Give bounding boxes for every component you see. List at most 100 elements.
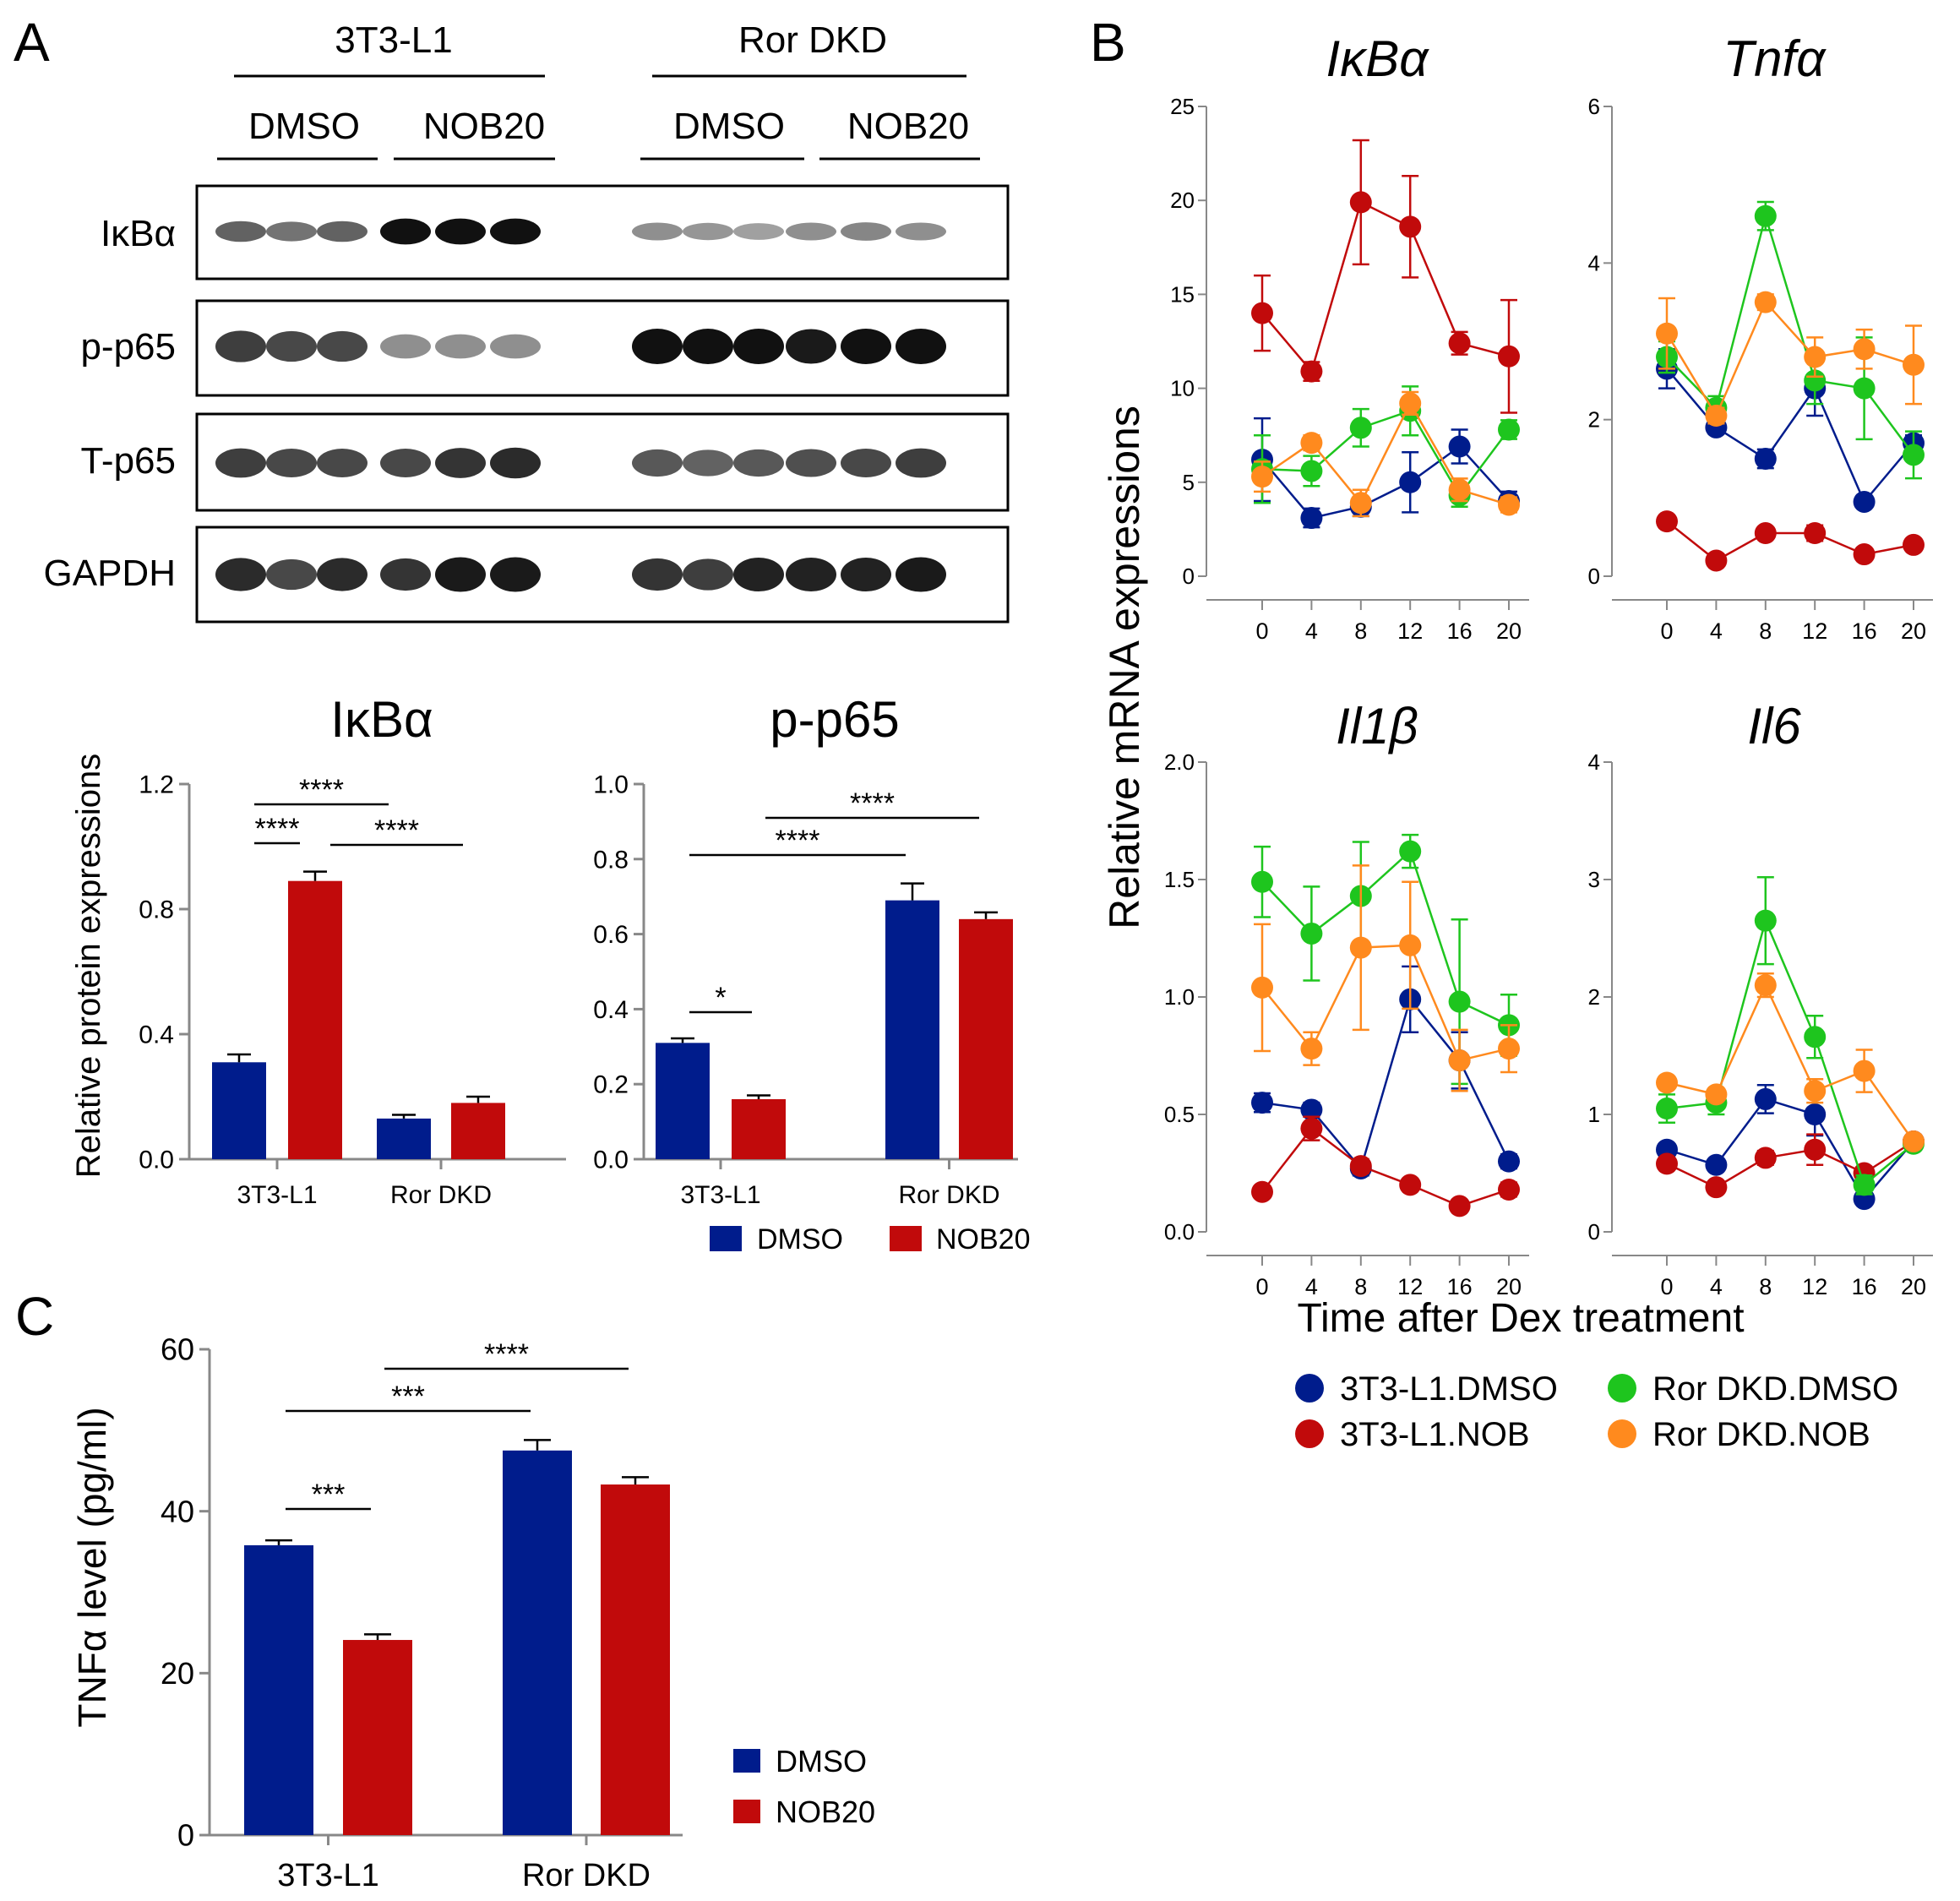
y-tick-label: 1.0 [593, 771, 629, 799]
x-tick-label: 4 [1305, 618, 1318, 644]
data-point [1349, 936, 1372, 959]
data-point [1300, 1117, 1323, 1140]
data-point [1705, 549, 1728, 572]
significance-label: **** [850, 787, 895, 820]
x-tick-label: Ror DKD [522, 1858, 651, 1893]
data-point [1399, 840, 1422, 863]
blot-band [733, 449, 784, 477]
y-tick-label: 1.0 [1164, 984, 1195, 1010]
data-point [1251, 466, 1273, 488]
data-point [1251, 1092, 1273, 1114]
data-point [1903, 353, 1925, 376]
blot-band [896, 329, 946, 364]
significance-label: *** [312, 1479, 346, 1511]
blot-row-label: IκBα [101, 213, 176, 254]
blot-band [380, 558, 431, 591]
blot-band [841, 222, 891, 241]
blot-band [841, 329, 891, 364]
bar [244, 1544, 313, 1835]
blot-band [632, 222, 683, 241]
significance-label: *** [391, 1381, 425, 1413]
legend-label: Ror DKD.DMSO [1652, 1370, 1898, 1408]
blot-band [490, 557, 541, 592]
bar [288, 880, 342, 1159]
y-tick-label: 2.0 [1164, 749, 1195, 775]
panel-label-b: B [1090, 12, 1126, 73]
blot-group-label: 3T3-L1 [335, 19, 452, 61]
significance-label: **** [374, 814, 419, 847]
y-tick-label: 25 [1170, 94, 1195, 119]
blot-band [490, 218, 541, 245]
y-tick-label: 0 [1183, 564, 1195, 589]
y-tick-label: 0.8 [593, 846, 629, 874]
blot-band [896, 448, 946, 478]
data-point [1853, 1174, 1876, 1196]
data-point [1853, 377, 1876, 400]
legend-swatch-nob20 [890, 1226, 922, 1251]
legend-marker [1608, 1419, 1636, 1448]
data-point [1754, 909, 1777, 932]
y-tick-label: 0 [1588, 1219, 1600, 1245]
data-point [1448, 435, 1471, 458]
data-point [1853, 1059, 1876, 1082]
legend-marker [1295, 1419, 1324, 1448]
x-tick-label: 8 [1354, 618, 1367, 644]
y-tick-label: 60 [161, 1332, 194, 1367]
blot-band [380, 218, 431, 245]
data-point [1804, 1080, 1827, 1103]
blot-row-label: T-p65 [80, 440, 176, 482]
x-tick-label: 16 [1852, 1274, 1877, 1299]
y-tick-label: 0 [1588, 564, 1600, 589]
data-point [1498, 418, 1520, 441]
data-point [1903, 444, 1925, 466]
significance-label: **** [776, 825, 820, 857]
data-point [1498, 1038, 1520, 1060]
blot-band [632, 558, 683, 591]
data-point [1349, 492, 1372, 515]
series-line [1261, 444, 1510, 520]
y-tick-label: 4 [1588, 250, 1600, 275]
blot-band [266, 330, 317, 362]
x-tick-label: 0 [1660, 618, 1673, 644]
legend-swatch-nob20 [733, 1800, 760, 1823]
blot-band [266, 449, 317, 477]
blot-band [632, 449, 683, 477]
data-point [1804, 1103, 1827, 1125]
series-line [1666, 1140, 1914, 1189]
data-point [1300, 460, 1323, 482]
chart-title: Tnfα [1723, 30, 1827, 87]
x-tick-label: 8 [1759, 618, 1772, 644]
y-tick-label: 20 [1170, 188, 1195, 213]
bar [959, 918, 1013, 1159]
legend-label: DMSO [776, 1744, 867, 1778]
x-tick-label: 0 [1255, 1274, 1268, 1299]
western-blot: 3T3-L1 Ror DKD DMSO NOB20 DMSO NOB20 IκB… [44, 19, 1010, 624]
bar [451, 1103, 505, 1159]
x-tick-label: 0 [1660, 1274, 1673, 1299]
blot-band [215, 330, 266, 362]
data-point [1349, 191, 1372, 214]
y-tick-label: 0.0 [1164, 1219, 1195, 1245]
chart-title: Il6 [1747, 698, 1801, 754]
x-tick-label: 16 [1447, 618, 1473, 644]
bar [885, 900, 939, 1159]
legend-swatch-dmso [710, 1226, 742, 1251]
x-tick-label: 3T3-L1 [680, 1181, 760, 1209]
y-axis-label: TNFα level (pg/ml) [70, 1407, 114, 1727]
bar [212, 1062, 266, 1159]
data-point [1705, 1153, 1728, 1176]
chart-b-il1b: Il1β 0.0 0.5 1.0 1.5 2.0 0 4 8 12 16 20 [1164, 698, 1529, 1299]
significance-label: **** [255, 813, 300, 845]
legend-label: NOB20 [936, 1223, 1031, 1256]
data-point [1300, 360, 1323, 383]
blot-band [317, 558, 368, 591]
x-tick-label: 20 [1901, 1274, 1926, 1299]
x-tick-label: 4 [1305, 1274, 1318, 1299]
x-tick-label: 3T3-L1 [277, 1858, 378, 1893]
y-tick-label: 0.2 [593, 1071, 629, 1099]
x-tick-label: Ror DKD [390, 1181, 492, 1209]
blot-treatment-label: DMSO [248, 106, 360, 147]
series-line [1261, 944, 1510, 1062]
x-tick-label: 20 [1496, 1274, 1522, 1299]
data-point [1399, 934, 1422, 956]
